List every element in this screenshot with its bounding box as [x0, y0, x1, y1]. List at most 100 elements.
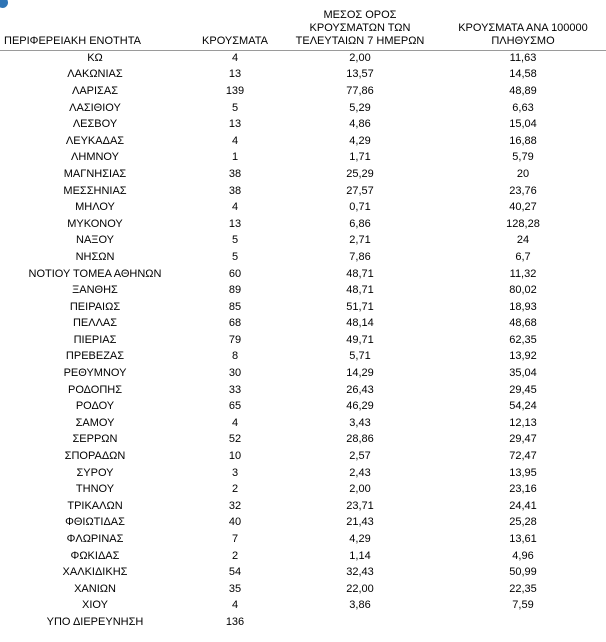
per-100k-value: 29,47: [509, 433, 537, 446]
table-row: ΡΟΔΟΥ 65 46,29 54,24: [0, 398, 606, 415]
per-100k-value: 80,02: [509, 284, 537, 297]
avg-7day-value: 46,29: [346, 400, 374, 413]
region-name: ΠΡΕΒΕΖΑΣ: [65, 350, 125, 363]
avg-7day-value: 32,43: [346, 566, 374, 579]
table-row: ΛΕΥΚΑΔΑΣ 4 4,29 16,88: [0, 133, 606, 150]
region-name: ΤΡΙΚΑΛΩΝ: [67, 499, 123, 512]
table-row: ΛΑΚΩΝΙΑΣ 13 13,57 14,58: [0, 67, 606, 84]
cases-value: 52: [228, 433, 242, 446]
table-row: ΡΟΔΟΠΗΣ 33 26,43 29,45: [0, 382, 606, 399]
avg-7day-value: 48,71: [346, 284, 374, 297]
avg-7day-value: 3,86: [349, 599, 371, 612]
avg-7day-value: 4,29: [349, 134, 371, 147]
avg-7day-value: 21,43: [346, 516, 374, 529]
cases-value: 5: [231, 250, 239, 263]
per-100k-value: [440, 614, 606, 631]
cases-value: 13: [228, 68, 242, 81]
cases-value: 65: [228, 400, 242, 413]
avg-7day-value: [280, 614, 440, 631]
avg-7day-value: 25,29: [346, 167, 374, 180]
region-name: ΧΑΛΚΙΔΙΚΗΣ: [62, 566, 128, 579]
avg-7day-value: 13,57: [346, 68, 374, 81]
region-name: ΜΑΓΝΗΣΙΑΣ: [63, 167, 127, 180]
cases-table-body: ΚΩ 4 2,00 11,63 ΛΑΚΩΝΙΑΣ 13 13,57 14,58 ΛΑΡΙΣΑΣ 1…: [0, 50, 606, 631]
region-name: ΡΟΔΟΠΗΣ: [67, 383, 123, 396]
avg-7day-value: 23,71: [346, 499, 374, 512]
per-100k-value: 24,41: [509, 499, 537, 512]
region-name: ΜΗΛΟΥ: [75, 201, 115, 214]
region-name: ΤΗΝΟΥ: [75, 483, 115, 496]
per-100k-value: 22,35: [509, 582, 537, 595]
per-100k-value: 62,35: [509, 333, 537, 346]
cases-value: 54: [228, 566, 242, 579]
region-name: ΦΩΚΙΔΑΣ: [70, 549, 120, 562]
per-100k-value: 25,28: [509, 516, 537, 529]
avg-7day-value: 6,86: [349, 217, 371, 230]
per-100k-value: 15,04: [509, 118, 537, 131]
avg-7day-value: 26,43: [346, 383, 374, 396]
per-100k-value: 13,92: [509, 350, 537, 363]
region-name: ΞΑΝΘΗΣ: [72, 284, 118, 297]
region-name: ΝΟΤΙΟΥ ΤΟΜΕΑ ΑΘΗΝΩΝ: [28, 267, 162, 280]
cases-value: 35: [228, 582, 242, 595]
region-name: ΝΑΞΟΥ: [76, 234, 114, 247]
table-row: ΜΥΚΟΝΟΥ 13 6,86 128,28: [0, 216, 606, 233]
region-name: ΠΕΙΡΑΙΩΣ: [69, 300, 121, 313]
table-row: ΧΑΛΚΙΔΙΚΗΣ 54 32,43 50,99: [0, 564, 606, 581]
avg-7day-value: 14,29: [346, 367, 374, 380]
avg-7day-value: 0,71: [349, 201, 371, 214]
per-100k-value: 35,04: [509, 367, 537, 380]
avg-7day-value: 4,29: [349, 533, 371, 546]
per-100k-value: 40,27: [509, 201, 537, 214]
per-100k-value: 5,79: [512, 151, 534, 164]
cases-value: 4: [231, 599, 239, 612]
avg-7day-value: 2,43: [349, 466, 371, 479]
table-row: ΤΡΙΚΑΛΩΝ 32 23,71 24,41: [0, 498, 606, 515]
region-name: ΣΑΜΟΥ: [75, 416, 115, 429]
table-row: ΜΗΛΟΥ 4 0,71 40,27: [0, 199, 606, 216]
avg-7day-value: 3,43: [349, 416, 371, 429]
cases-value: 32: [228, 499, 242, 512]
avg-7day-value: 7,86: [349, 250, 371, 263]
table-row: ΛΗΜΝΟΥ 1 1,71 5,79: [0, 150, 606, 167]
per-100k-value: 18,93: [509, 300, 537, 313]
table-row: ΞΑΝΘΗΣ 89 48,71 80,02: [0, 282, 606, 299]
per-100k-value: 12,13: [509, 416, 537, 429]
table-row: ΝΑΞΟΥ 5 2,71 24: [0, 233, 606, 250]
table-row: ΧΑΝΙΩΝ 35 22,00 22,35: [0, 581, 606, 598]
region-name: ΜΥΚΟΝΟΥ: [67, 217, 123, 230]
per-100k-value: 72,47: [509, 450, 537, 463]
avg-7day-value: 2,71: [349, 234, 371, 247]
per-100k-value: 23,76: [509, 184, 537, 197]
header-avg-7day: ΜΕΣΟΣ ΟΡΟΣ ΚΡΟΥΣΜΑΤΩΝ ΤΩΝ ΤΕΛΕΥΤΑΙΩΝ 7 Η…: [280, 0, 440, 51]
cases-value: 38: [228, 167, 242, 180]
cases-value: 3: [231, 466, 239, 479]
avg-7day-value: 51,71: [346, 300, 374, 313]
per-100k-value: 54,24: [509, 400, 537, 413]
per-100k-value: 13,61: [509, 533, 537, 546]
region-name: ΜΕΣΣΗΝΙΑΣ: [63, 184, 127, 197]
table-row: ΝΗΣΩΝ 5 7,86 6,7: [0, 249, 606, 266]
cases-value: 2: [231, 483, 239, 496]
region-name: ΥΠΟ ΔΙΕΡΕΥΝΗΣΗ: [46, 615, 144, 628]
per-100k-value: 16,88: [509, 134, 537, 147]
cases-value: 1: [231, 151, 239, 164]
cases-value: 68: [228, 317, 242, 330]
region-name: ΛΗΜΝΟΥ: [71, 151, 119, 164]
region-name: ΦΘΙΩΤΙΔΑΣ: [65, 516, 125, 529]
table-row: ΦΛΩΡΙΝΑΣ 7 4,29 13,61: [0, 531, 606, 548]
cases-value: 85: [228, 300, 242, 313]
region-name: ΡΟΔΟΥ: [75, 400, 115, 413]
cases-value: 4: [231, 416, 239, 429]
avg-7day-value: 5,29: [349, 101, 371, 114]
cases-value: 7: [231, 533, 239, 546]
cases-value: 10: [228, 450, 242, 463]
region-name: ΧΑΝΙΩΝ: [74, 582, 116, 595]
region-name: ΣΕΡΡΩΝ: [72, 433, 118, 446]
table-row: ΣΠΟΡΑΔΩΝ 10 2,57 72,47: [0, 448, 606, 465]
cases-value: 139: [225, 84, 245, 97]
table-row: ΜΕΣΣΗΝΙΑΣ 38 27,57 23,76: [0, 183, 606, 200]
avg-7day-value: 49,71: [346, 333, 374, 346]
cases-value: 13: [228, 217, 242, 230]
